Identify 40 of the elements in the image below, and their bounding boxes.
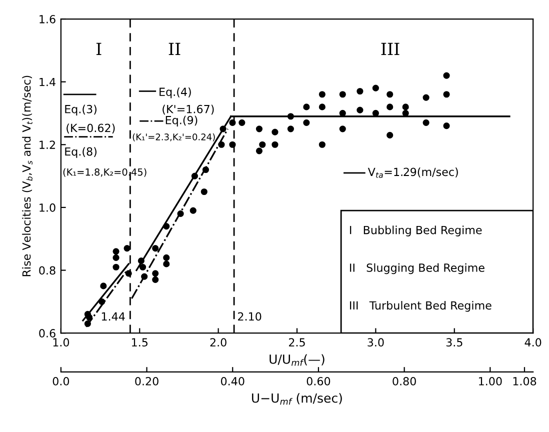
x2-tick-label: 1.08 [513, 377, 536, 386]
x-tick-label: 3.5 [446, 338, 462, 347]
annotation: (K'=1.67) [162, 104, 214, 115]
annotation: III [381, 42, 400, 56]
y-axis-title: Rise Velocities (V$_{b}$,V$_{s}$ and V$_{t}$)(m/sec) [22, 76, 32, 276]
y-tick-label: 0.6 [39, 329, 56, 338]
ref-line-label: 2.10 [238, 312, 262, 321]
x-tick-label: 3.0 [368, 338, 384, 347]
annotation: (K₁=1.8,K₂=0.45) [63, 168, 146, 177]
x-tick-label: 1.0 [53, 338, 70, 347]
x2-tick-label: 1.00 [479, 377, 502, 386]
annotation: I Bubbling Bed Regime [350, 226, 482, 236]
annotation: Eq.(3) [65, 104, 96, 116]
annotation: II [168, 42, 180, 56]
y-tick-label: 1.0 [40, 203, 56, 212]
x-tick-label: 2.0 [210, 338, 226, 347]
annotation: I [96, 42, 102, 56]
annotation: II Slugging Bed Regime [350, 263, 484, 274]
x2-tick-label: 0.40 [220, 377, 244, 386]
x2-axis-title: U−U$_{mf}$ (m/sec) [252, 393, 342, 405]
annotation: Eq.(9) [166, 116, 198, 126]
x2-tick-label: 0.80 [392, 377, 416, 386]
x-tick-label: 4.0 [524, 338, 542, 347]
annotation: (K₁'=2.3,K₂'=0.24) [132, 133, 215, 142]
annotation: Eq.(8) [65, 147, 96, 158]
annotation: V$_{ta}$=1.29(m/sec) [368, 168, 458, 178]
y-tick-label: 1.2 [40, 140, 55, 149]
y-tick-label: 1.6 [40, 14, 56, 24]
ref-line-label: 1.44 [102, 312, 125, 321]
y-tick-label: 1.4 [40, 78, 56, 86]
x-tick-label: 1.5 [132, 338, 148, 347]
x-axis-title: U/U$_{mf}$(—) [270, 354, 324, 366]
annotation: (K=0.62) [66, 124, 115, 134]
annotation: Eq.(4) [160, 87, 191, 98]
annotation: III Turbulent Bed Regime [350, 301, 492, 312]
x2-tick-label: 0.60 [306, 377, 330, 386]
x2-tick-label: 0.0 [52, 377, 70, 386]
x-tick-label: 2.5 [288, 338, 305, 347]
x2-tick-label: 0.20 [135, 377, 158, 386]
y-tick-label: 0.8 [39, 266, 56, 275]
